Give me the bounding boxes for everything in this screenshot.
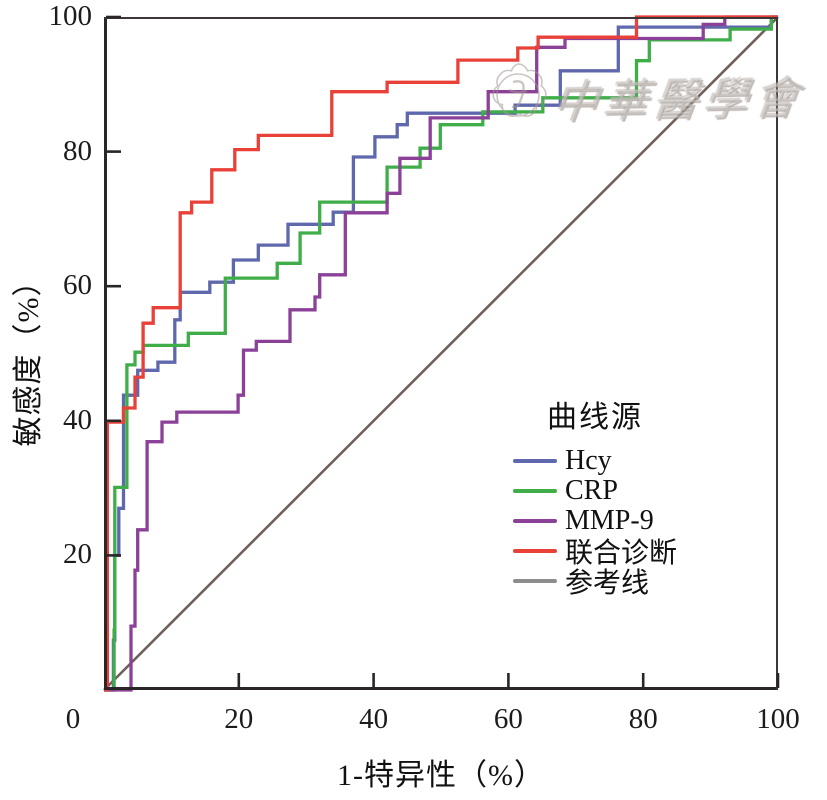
- reference-line-参考线: [103, 16, 779, 691]
- x-tick-label-40: 40: [359, 703, 389, 735]
- y-tick-label-100: 100: [48, 0, 93, 32]
- legend: 曲线源 Hcy CRP MMP-9 联合诊断 参考线: [513, 392, 677, 599]
- y-tick-label-20: 20: [63, 538, 92, 571]
- y-tick-label-80: 80: [63, 134, 92, 167]
- legend-item-CRP: CRP: [513, 475, 677, 506]
- x-tick-label-80: 80: [628, 703, 658, 735]
- legend-label-联合诊断: 联合诊断: [565, 538, 678, 569]
- legend-title: 曲线源: [547, 401, 643, 434]
- legend-swatch-参考线: [513, 579, 557, 583]
- legend-items: Hcy CRP MMP-9 联合诊断 参考线: [513, 445, 677, 599]
- legend-swatch-Hcy: [513, 459, 557, 463]
- y-tick-label-60: 60: [63, 269, 92, 302]
- legend-label-Hcy: Hcy: [565, 445, 612, 476]
- x-axis-title: 1-特异性（%）: [337, 759, 545, 792]
- roc-curve-联合诊断: [104, 15, 778, 692]
- x-tick-label-60: 60: [493, 703, 523, 735]
- axis-ticks-layer: [106, 15, 780, 688]
- legend-swatch-MMP-9: [513, 519, 557, 523]
- x-tick-label-20: 20: [224, 703, 254, 735]
- legend-item-联合诊断: 联合诊断: [513, 536, 677, 569]
- axes-frame-layer: [104, 17, 778, 690]
- legend-item-Hcy: Hcy: [513, 445, 677, 476]
- legend-item-MMP-9: MMP-9: [513, 505, 677, 536]
- x-tick-label-0: 0: [65, 703, 81, 735]
- legend-item-参考线: 参考线: [513, 566, 677, 599]
- y-axis-title: 敏感度（%）: [12, 265, 45, 447]
- plot-area: [103, 15, 780, 692]
- legend-label-CRP: CRP: [565, 475, 618, 506]
- legend-swatch-CRP: [513, 489, 557, 493]
- legend-swatch-联合诊断: [513, 549, 557, 553]
- roc-curve-MMP-9: [104, 15, 778, 692]
- legend-label-MMP-9: MMP-9: [565, 505, 654, 536]
- y-tick-label-40: 40: [63, 403, 92, 436]
- legend-label-参考线: 参考线: [565, 568, 650, 599]
- x-tick-label-100: 100: [756, 703, 800, 735]
- roc-curve-CRP: [104, 15, 778, 692]
